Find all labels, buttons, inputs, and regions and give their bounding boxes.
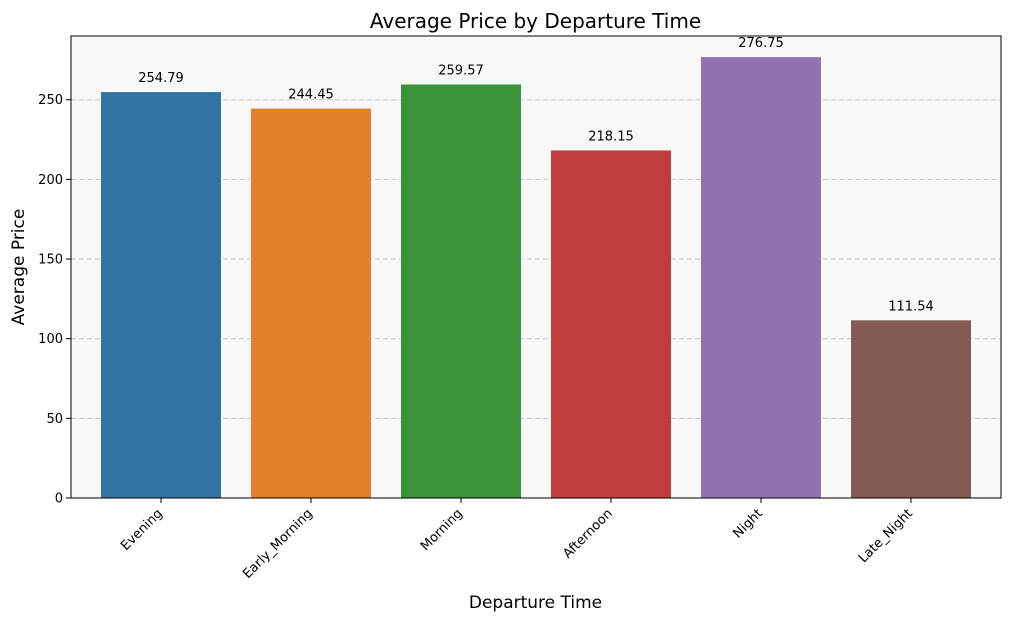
y-tick-label: 150 (38, 253, 63, 268)
x-axis: Evening Early_Morning Morning Afternoon Nigh… (118, 498, 916, 582)
value-labels: 254.79 244.45 259.57 218.15 276.75 111.54 (138, 36, 934, 314)
y-tick-label: 100 (38, 332, 63, 347)
y-tick-label: 50 (46, 412, 63, 427)
value-label: 244.45 (288, 88, 334, 103)
x-tick-label: Morning (418, 506, 466, 554)
chart-title: Average Price by Departure Time (370, 9, 701, 33)
y-axis: 0 50 100 150 200 250 (38, 93, 71, 507)
x-tick-label: Late_Night (856, 506, 916, 566)
x-axis-label: Departure Time (469, 593, 602, 613)
y-tick-label: 250 (38, 93, 63, 108)
bar-evening (101, 92, 221, 498)
x-tick-label: Night (731, 506, 766, 541)
x-tick-label: Afternoon (560, 506, 615, 561)
bar-late-night (851, 320, 971, 498)
value-label: 276.75 (738, 36, 784, 51)
value-label: 254.79 (138, 71, 184, 86)
y-tick-label: 200 (38, 173, 63, 188)
plot-frame (70, 35, 1002, 499)
value-label: 259.57 (438, 63, 484, 78)
y-tick-label: 0 (55, 492, 63, 507)
bar-night (701, 57, 821, 499)
y-gridlines (71, 99, 1001, 419)
bars (101, 57, 971, 499)
bar-afternoon (551, 150, 671, 498)
y-axis-label: Average Price (9, 209, 29, 326)
value-label: 111.54 (888, 299, 934, 314)
value-label: 218.15 (588, 129, 634, 144)
bar-early-morning (251, 108, 371, 499)
x-tick-label: Evening (118, 506, 166, 554)
x-tick-label: Early_Morning (240, 506, 316, 582)
bar-morning (401, 84, 521, 498)
plot-background (71, 36, 1001, 498)
